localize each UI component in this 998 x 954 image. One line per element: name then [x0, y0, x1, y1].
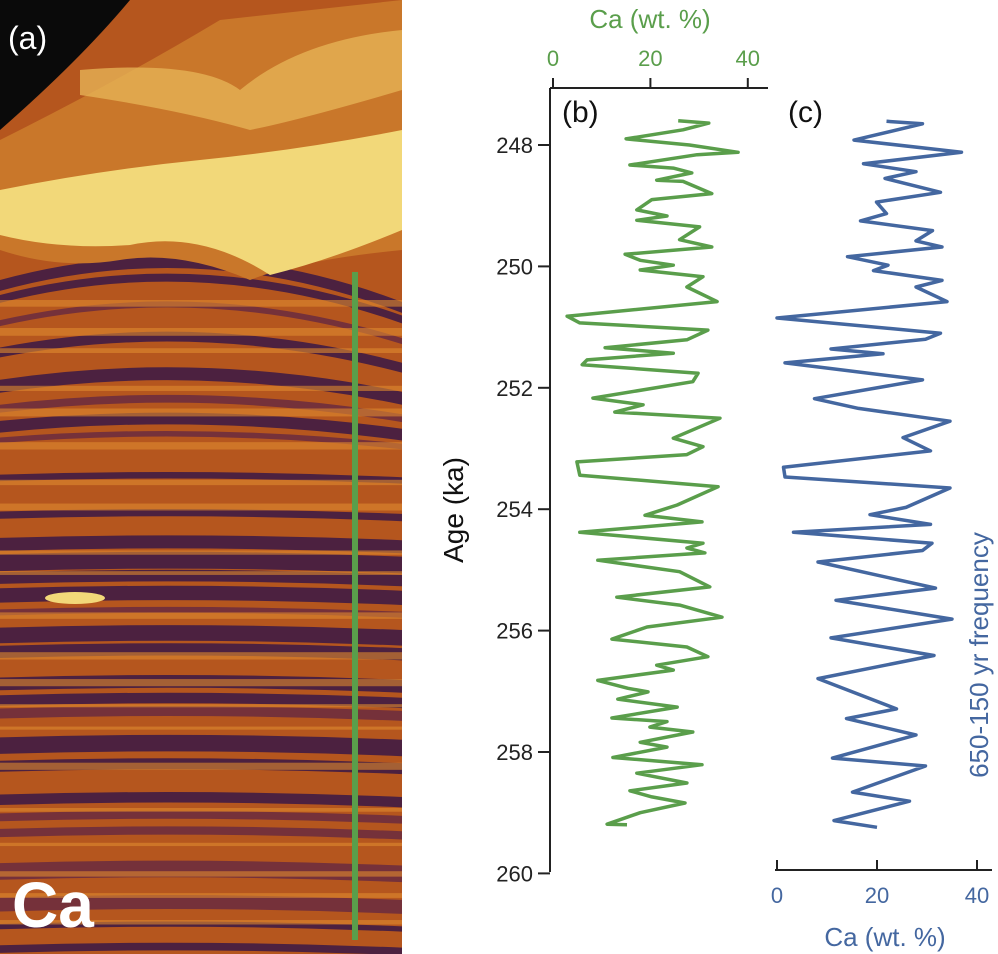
- growth-band: [0, 257, 402, 313]
- data-series-line: [565, 118, 740, 827]
- bright-spot: [45, 592, 105, 604]
- x-tick-label: 40: [736, 46, 760, 71]
- transect-line: [352, 272, 358, 940]
- light-band: [0, 408, 402, 417]
- growth-band: [0, 810, 402, 824]
- light-band: [0, 893, 402, 898]
- x-tick-label: 40: [965, 883, 989, 908]
- growth-band: [0, 792, 402, 808]
- light-band: [0, 807, 402, 812]
- frequency-annotation: 650-150 yr frequency: [964, 532, 994, 778]
- growth-band: [0, 734, 402, 757]
- y-tick-label: 252: [496, 376, 533, 401]
- light-band: [0, 679, 402, 687]
- y-tick-label: 254: [496, 497, 533, 522]
- x-tick-label: 20: [865, 883, 889, 908]
- growth-band: [0, 412, 402, 441]
- light-band: [0, 503, 402, 511]
- light-band: [0, 704, 402, 708]
- light-band: [0, 842, 402, 847]
- x-tick-label: 20: [638, 46, 662, 71]
- growth-band: [0, 706, 402, 721]
- growth-band: [0, 895, 402, 914]
- chart-b: 248 250 252 254 256 258 260 Age (ka) 0 20 40 Ca (wt…: [438, 4, 768, 886]
- void-region: [0, 0, 130, 130]
- light-band: [0, 920, 402, 925]
- light-band: [0, 550, 402, 555]
- growth-band: [0, 301, 402, 345]
- x-axis-label: Ca (wt. %): [824, 922, 945, 952]
- y-tick-label: 258: [496, 740, 533, 765]
- panel-label: (c): [788, 96, 823, 129]
- x-tick-label: 0: [547, 46, 559, 71]
- light-band: [0, 612, 402, 619]
- growth-band: [0, 942, 402, 954]
- light-band: [0, 300, 402, 307]
- x-tick-label: 0: [771, 883, 783, 908]
- light-band: [0, 871, 402, 877]
- yellow-zone: [0, 130, 402, 275]
- y-tick-label: 256: [496, 619, 533, 644]
- growth-band: [0, 430, 402, 450]
- light-band: [0, 726, 402, 730]
- growth-band: [0, 394, 402, 423]
- x-axis-label: Ca (wt. %): [589, 4, 710, 34]
- light-band: [0, 328, 402, 336]
- growth-band: [0, 331, 402, 373]
- panel-label: (b): [562, 96, 599, 129]
- panel-a-label: (a): [8, 20, 48, 56]
- light-band: [0, 571, 402, 575]
- growth-band: [0, 535, 402, 554]
- growth-band: [0, 509, 402, 522]
- light-band: [0, 652, 402, 660]
- growth-band: [0, 826, 402, 840]
- light-band: [0, 479, 402, 486]
- growth-band: [0, 606, 402, 618]
- ca-map-image: (a) Ca: [0, 0, 402, 954]
- light-band: [0, 348, 402, 354]
- light-band: [0, 385, 402, 391]
- yellow-layer: [80, 30, 402, 130]
- ca-map-raster: [0, 0, 402, 954]
- element-label: Ca: [12, 869, 94, 941]
- light-band: [0, 442, 402, 450]
- y-axis-label: Age (ka): [438, 457, 469, 563]
- y-tick-label: 260: [496, 861, 533, 886]
- growth-band: [0, 367, 402, 405]
- growth-band: [0, 472, 402, 484]
- profile-charts: 248 250 252 254 256 258 260 Age (ka) 0 20 40 Ca (wt…: [438, 4, 994, 952]
- data-series-line: [775, 119, 964, 830]
- y-tick-label: 248: [496, 133, 533, 158]
- chart-c: 0 20 40 Ca (wt. %) (c) 650-150 yr frequency: [771, 96, 994, 952]
- growth-band: [0, 625, 402, 646]
- light-band: [0, 762, 402, 770]
- y-tick-label: 250: [496, 254, 533, 279]
- growth-band: [0, 551, 402, 574]
- growth-band: [0, 273, 402, 324]
